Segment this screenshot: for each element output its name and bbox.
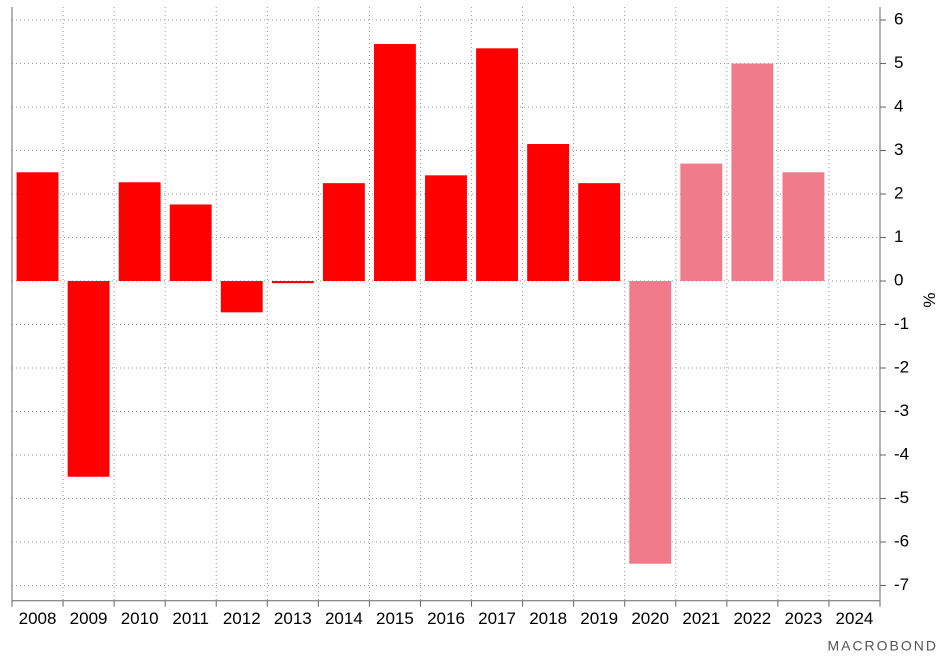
bar (782, 172, 825, 282)
bar (67, 281, 110, 477)
x-tick-label: 2022 (733, 609, 771, 628)
x-tick-label: 2016 (427, 609, 465, 628)
y-tick-label: 5 (894, 53, 903, 72)
y-tick-label: 2 (894, 184, 903, 203)
y-tick-label: 1 (894, 227, 903, 246)
bar (527, 144, 570, 282)
x-tick-label: 2015 (376, 609, 414, 628)
x-tick-label: 2024 (836, 609, 874, 628)
x-tick-label: 2014 (325, 609, 363, 628)
y-tick-label: 4 (894, 97, 903, 116)
y-tick-label: -1 (894, 314, 909, 333)
x-tick-label: 2013 (274, 609, 312, 628)
bar (731, 63, 774, 282)
x-tick-label: 2012 (223, 609, 261, 628)
x-tick-label: 2009 (70, 609, 108, 628)
bar (476, 48, 518, 282)
x-tick-label: 2019 (580, 609, 618, 628)
bar (680, 163, 723, 282)
y-tick-label: 3 (894, 140, 903, 159)
x-tick-label: 2011 (172, 609, 209, 628)
watermark: MACROBOND (827, 638, 938, 654)
bar (629, 281, 672, 564)
y-tick-label: -6 (894, 531, 909, 550)
bar (169, 204, 212, 282)
bar (374, 43, 416, 282)
x-tick-label: 2010 (121, 609, 159, 628)
bar (16, 172, 59, 282)
bar (220, 281, 263, 313)
y-axis-label: % (920, 292, 939, 307)
y-tick-label: -4 (894, 444, 909, 463)
x-tick-label: 2018 (529, 609, 567, 628)
y-tick-label: -3 (894, 401, 909, 420)
y-tick-label: 0 (894, 270, 903, 289)
y-tick-label: -2 (894, 357, 909, 376)
x-tick-label: 2017 (478, 609, 516, 628)
bar (578, 183, 621, 282)
x-tick-label: 2023 (784, 609, 822, 628)
bar (271, 281, 314, 284)
y-tick-label: 6 (894, 10, 903, 29)
bar (322, 183, 365, 282)
x-tick-label: 2008 (19, 609, 57, 628)
y-tick-label: -7 (894, 575, 909, 594)
bar (118, 182, 161, 282)
bar (425, 175, 467, 282)
x-tick-label: 2020 (631, 609, 669, 628)
y-tick-label: -5 (894, 488, 909, 507)
x-tick-label: 2021 (682, 609, 720, 628)
